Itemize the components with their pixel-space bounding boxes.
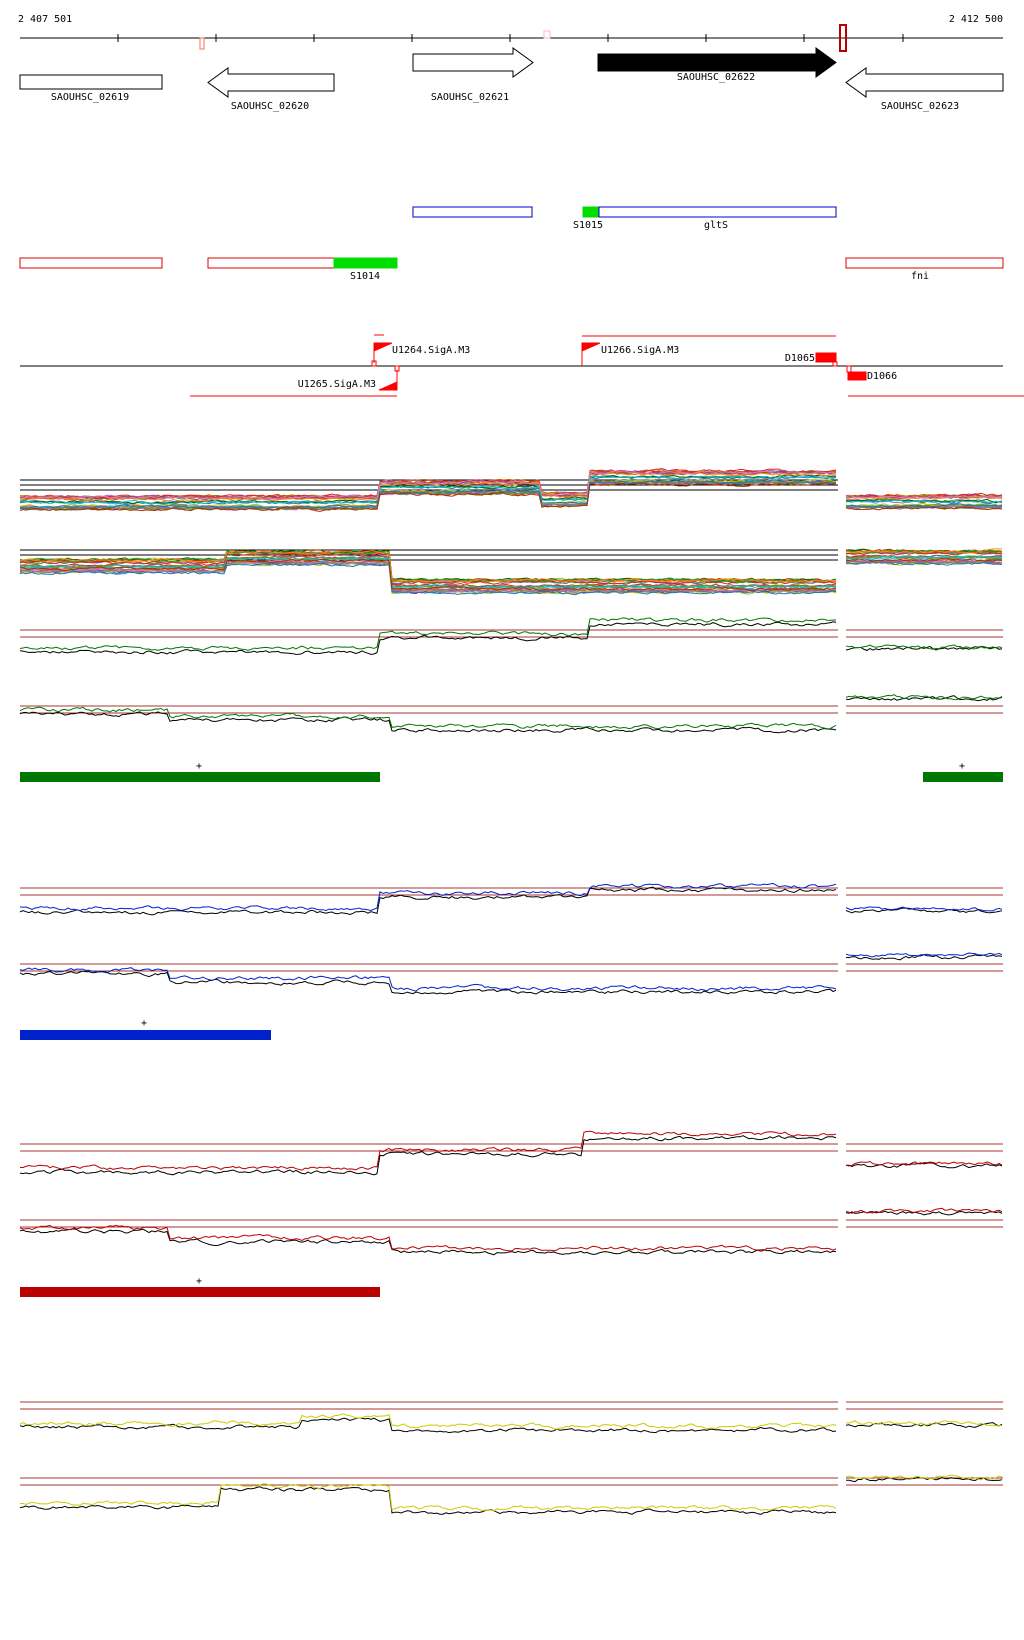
replicate-trace <box>845 1162 1003 1169</box>
condition-trace <box>845 644 1003 650</box>
expression-overview-plus <box>19 468 1003 512</box>
bar-marker: + <box>196 1276 202 1287</box>
replicate-trace <box>19 886 837 916</box>
condition-trace <box>845 1474 1003 1481</box>
replicate-trace <box>19 1228 837 1256</box>
condition-trace <box>19 706 837 730</box>
condition-trace <box>845 1160 1003 1167</box>
condition-trace <box>845 1207 1003 1214</box>
bar-marker: + <box>196 761 202 772</box>
sample-trace <box>845 558 1003 562</box>
sample-trace <box>19 560 837 593</box>
gene-label: SAOUHSC_02623 <box>881 101 959 112</box>
sample-trace <box>19 482 837 512</box>
condition-trace <box>845 906 1003 912</box>
sample-trace <box>19 470 837 500</box>
sample-trace <box>845 503 1003 508</box>
condition-panel-yellow <box>19 1401 1003 1515</box>
sample-trace <box>19 479 837 510</box>
segment-label-fni: fni <box>911 271 929 282</box>
replicate-trace <box>845 1422 1003 1428</box>
promoter-label-u1266: U1266.SigA.M3 <box>601 345 679 356</box>
gene-saouhsc-02622[interactable]: SAOUHSC_02622 <box>597 47 837 83</box>
promoter-label-u1265: U1265.SigA.M3 <box>298 379 376 390</box>
gene-saouhsc-02619[interactable]: SAOUHSC_02619 <box>19 74 163 103</box>
coord-start: 2 407 501 <box>18 14 72 25</box>
condition-panel-red <box>19 1130 1003 1256</box>
condition-trace <box>845 1420 1002 1427</box>
sample-trace <box>846 561 1003 566</box>
replicate-trace <box>845 695 1003 702</box>
gene-track: SAOUHSC_02619 SAOUHSC_02620 SAOUHSC_0262… <box>19 47 1004 112</box>
replicate-trace <box>19 1135 837 1176</box>
gene-saouhsc-02623[interactable]: SAOUHSC_02623 <box>845 67 1004 112</box>
replicate-trace <box>19 970 837 995</box>
sample-trace <box>845 502 1003 507</box>
condition-bar-blue <box>20 1030 271 1040</box>
replicate-trace <box>845 645 1003 651</box>
condition-trace <box>20 1130 837 1171</box>
promoter-label-d1066: D1066 <box>867 371 897 382</box>
condition-trace <box>19 882 837 912</box>
promoter-label-u1264: U1264.SigA.M3 <box>392 345 470 356</box>
segment-label-s1015: S1015 <box>573 220 603 231</box>
sample-trace <box>845 560 1003 565</box>
sample-trace <box>19 558 837 592</box>
sample-trace <box>19 469 837 500</box>
sample-trace <box>19 550 837 583</box>
condition-trace <box>19 1413 837 1430</box>
condition-bar-red <box>20 1287 380 1297</box>
condition-panel-green <box>19 617 1003 734</box>
segment-label-glts: gltS <box>704 220 728 231</box>
gene-label: SAOUHSC_02620 <box>231 101 309 112</box>
replicate-trace <box>19 621 837 655</box>
replicate-trace <box>19 1417 837 1434</box>
replicate-trace <box>19 1486 837 1515</box>
replicate-trace <box>845 1210 1003 1216</box>
condition-bars: + + + + <box>20 761 1003 1297</box>
sample-trace <box>845 506 1003 511</box>
sample-trace <box>19 475 837 506</box>
sample-trace <box>845 495 1003 499</box>
gene-saouhsc-02621[interactable]: SAOUHSC_02621 <box>412 47 534 103</box>
sample-trace <box>845 496 1003 501</box>
sample-trace <box>19 557 837 590</box>
annotation-track-red: S1014 fni <box>19 257 1004 282</box>
condition-trace <box>20 1483 837 1512</box>
condition-trace <box>19 617 836 651</box>
replicate-trace <box>845 907 1003 914</box>
replicate-trace <box>845 954 1003 961</box>
gene-label: SAOUHSC_02622 <box>677 72 755 83</box>
gene-label: SAOUHSC_02619 <box>51 92 129 103</box>
condition-trace <box>19 967 837 992</box>
condition-trace <box>845 694 1003 701</box>
promoter-label-d1065: D1065 <box>785 353 815 364</box>
condition-trace <box>845 952 1003 958</box>
replicate-trace <box>19 711 837 734</box>
bar-marker: + <box>959 761 965 772</box>
segment-label-s1014: S1014 <box>350 271 380 282</box>
bar-marker: + <box>141 1018 147 1029</box>
promoter-track: U1264.SigA.M3 U1265.SigA.M3 U1266.SigA.M… <box>20 334 1024 397</box>
condition-panel-blue <box>19 882 1003 995</box>
sample-trace <box>845 498 1002 503</box>
gene-label: SAOUHSC_02621 <box>431 92 509 103</box>
condition-trace <box>19 1224 837 1252</box>
coord-end: 2 412 500 <box>949 14 1003 25</box>
expression-overview-minus <box>19 548 1003 596</box>
coordinate-axis: 2 407 501 2 412 500 <box>18 14 1003 52</box>
condition-bar-green-left <box>20 772 380 782</box>
sample-trace <box>19 562 837 596</box>
annotation-track-blue: S1015 gltS <box>412 206 837 231</box>
sample-trace <box>845 555 1003 561</box>
sample-trace <box>845 549 1003 554</box>
condition-bar-green-right <box>923 772 1003 782</box>
sample-trace <box>19 472 837 502</box>
sample-trace <box>845 548 1003 554</box>
gene-saouhsc-02620[interactable]: SAOUHSC_02620 <box>207 67 335 112</box>
sample-trace <box>845 499 1003 504</box>
